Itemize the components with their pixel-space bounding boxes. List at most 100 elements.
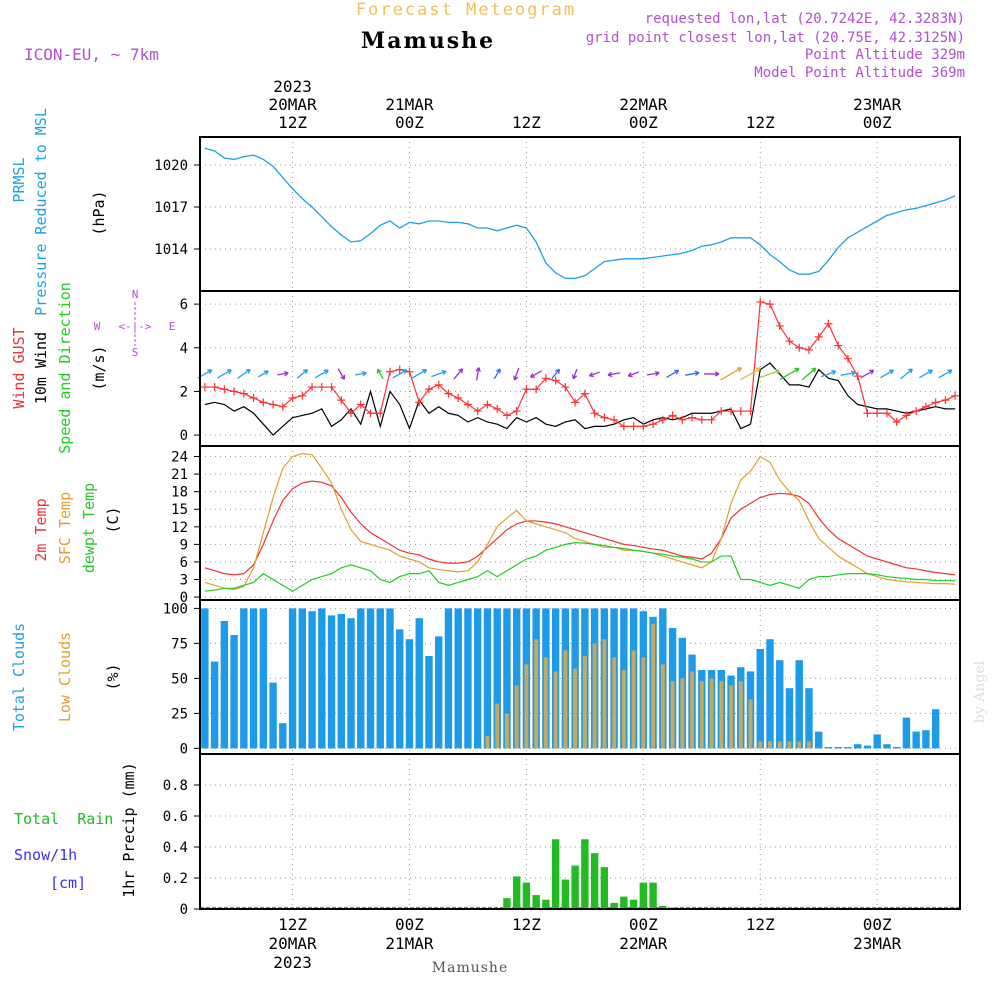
total-cloud-bar: [756, 649, 764, 749]
low-cloud-bar: [690, 671, 694, 749]
gust-marker: [551, 376, 560, 385]
wind-direction-arrow: [551, 368, 561, 379]
rain-bar: [659, 905, 667, 909]
gust-marker: [424, 385, 433, 394]
total-cloud-bar: [366, 608, 375, 749]
wind-unit-label: (m/s): [90, 345, 108, 390]
gust-marker: [892, 417, 901, 426]
gust-marker: [415, 398, 424, 407]
gust-marker: [610, 415, 619, 424]
total-cloud-bar: [892, 747, 901, 749]
chart-title: Forecast Meteogram: [356, 0, 576, 20]
total-cloud-bar: [815, 731, 823, 749]
total-cloud-bar: [454, 608, 462, 749]
total-cloud-bar: [444, 608, 453, 749]
top-time-label: 12Z: [512, 113, 541, 132]
low-cloud-bar: [514, 685, 519, 749]
ytick-label: 18: [171, 485, 188, 501]
wind-direction-arrow: [354, 370, 367, 377]
wind-direction-arrow: [237, 368, 251, 379]
gust-label: Wind GUST: [10, 327, 28, 408]
gust-marker: [317, 383, 326, 392]
gust-marker: [668, 411, 677, 420]
ytick-label: 0: [180, 428, 188, 444]
wind-direction-arrow: [607, 371, 621, 378]
gust-marker: [649, 420, 658, 429]
gust-marker: [590, 409, 599, 418]
gust-marker: [249, 393, 258, 402]
total-cloud-bar: [415, 618, 423, 749]
wind-direction-arrow: [392, 369, 408, 379]
ytick-label: 1017: [154, 200, 188, 216]
wind-direction-arrow: [919, 369, 933, 379]
bottom-time-label: 22MAR: [619, 934, 668, 953]
low-cloud-bar: [670, 681, 675, 749]
gust-marker: [853, 372, 862, 381]
gust-marker: [795, 343, 804, 352]
top-time-label: 21MAR: [385, 95, 434, 114]
wind-panel: 0 2 4 6: [180, 290, 961, 447]
wind-direction-arrow: [704, 371, 720, 377]
wind-direction-arrow: [760, 369, 781, 379]
ytick-label: 12: [171, 520, 188, 536]
location-title: Mamushe: [361, 28, 495, 54]
rain-bar: [590, 853, 599, 909]
gust-marker: [444, 389, 453, 398]
dewpt-label: dewpt Temp: [80, 483, 98, 573]
compass-s: S: [132, 346, 139, 359]
gust-marker: [532, 385, 541, 394]
low-cloud-bar: [709, 678, 714, 749]
wind-dir-label: Speed and Direction: [56, 282, 74, 454]
low-cloud-bar: [768, 741, 772, 749]
low-cloud-bar: [807, 741, 811, 749]
gust-marker: [873, 409, 882, 418]
model-label: ICON-EU, ~ 7km: [24, 45, 159, 64]
gust-marker: [678, 415, 687, 424]
rain-bar: [542, 899, 550, 909]
total-cloud-bar: [347, 618, 355, 749]
rain-bar: [551, 839, 560, 909]
ytick-label: 0.4: [163, 840, 188, 856]
rain-bar: [561, 879, 570, 909]
clouds-unit-label: (%): [104, 663, 122, 690]
gust-marker: [386, 367, 394, 376]
gust-marker: [259, 398, 268, 407]
gust-line: [204, 301, 956, 427]
compass-w: W: [94, 320, 101, 333]
low-cloud-bar: [602, 639, 607, 749]
total-cloud-bar: [931, 709, 940, 749]
wind-direction-arrow: [431, 369, 447, 378]
gust-marker: [756, 297, 765, 306]
top-time-label: 23MAR: [853, 95, 902, 114]
top-time-label: 00Z: [863, 113, 892, 132]
total-cloud-bar: [473, 608, 482, 749]
low-cloud-bar: [699, 681, 704, 749]
ytick-label: 6: [180, 297, 188, 313]
wind-direction-arrow: [258, 370, 269, 378]
ytick-label: 15: [171, 502, 188, 518]
total-cloud-bar: [853, 744, 862, 749]
gust-marker: [785, 337, 794, 346]
credit-label: by Angel: [972, 660, 988, 723]
low-cloud-bar: [563, 650, 568, 749]
low-cloud-bar: [573, 668, 578, 749]
prmsl-label: PRMSL: [10, 157, 28, 202]
low-clouds-label: Low Clouds: [56, 632, 74, 722]
total-cloud-bar: [240, 608, 248, 749]
gust-marker: [941, 396, 950, 405]
panel-frame: [199, 753, 961, 910]
top-time-label: 12Z: [746, 113, 775, 132]
ytick-label: 0: [180, 590, 188, 606]
low-cloud-bar: [641, 657, 646, 749]
bottom-time-label: 21MAR: [385, 934, 434, 953]
rain-bar: [532, 895, 540, 909]
wind-direction-arrow: [820, 369, 837, 378]
gust-marker: [951, 391, 960, 400]
wind-direction-arrow: [475, 367, 481, 381]
rain-bar: [629, 899, 638, 909]
ytick-label: 2: [180, 384, 188, 400]
ytick-label: 4: [180, 341, 188, 357]
wind-direction-arrow: [860, 369, 875, 379]
wind-direction-arrow: [880, 369, 894, 379]
